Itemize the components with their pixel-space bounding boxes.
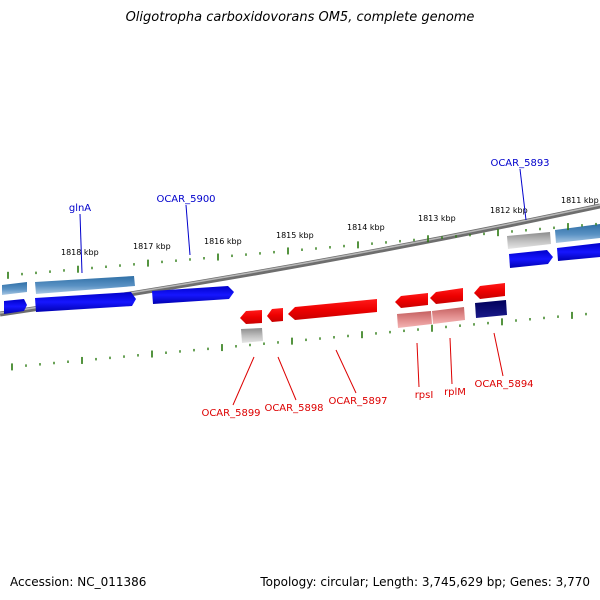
- gene-arrow[interactable]: [35, 292, 136, 312]
- gene-feature[interactable]: [432, 307, 465, 324]
- gene-arrow[interactable]: [4, 299, 27, 314]
- gene-arrow[interactable]: [267, 308, 283, 322]
- callout-line: [416, 342, 420, 388]
- gene-feature[interactable]: [475, 300, 507, 318]
- gene-label[interactable]: OCAR_5900: [156, 194, 215, 205]
- callout-line: [493, 332, 504, 377]
- callout-line: [519, 168, 527, 221]
- gene-feature[interactable]: [397, 311, 432, 328]
- callout-line: [449, 337, 453, 385]
- tick-label: 1818 kbp: [61, 248, 99, 257]
- map-title: Oligotropha carboxidovorans OM5, complet…: [125, 10, 475, 25]
- accession-label: Accession: NC_011386: [10, 575, 147, 589]
- tick-label: 1814 kbp: [347, 223, 385, 232]
- gene-feature[interactable]: [555, 224, 600, 243]
- gene-arrow[interactable]: [288, 299, 377, 320]
- scale-ruler-lower: [11, 311, 587, 371]
- scale-ruler-upper: [7, 222, 597, 279]
- gene-arrow[interactable]: [474, 283, 505, 299]
- tick-label: 1811 kbp: [561, 196, 599, 205]
- gene-label[interactable]: OCAR_5899: [201, 408, 260, 419]
- gene-arrow[interactable]: [557, 243, 600, 261]
- gene-label[interactable]: OCAR_5893: [490, 158, 549, 169]
- gene-arrow[interactable]: [509, 250, 553, 268]
- genome-summary: Topology: circular; Length: 3,745,629 bp…: [260, 575, 590, 589]
- tick-label: 1816 kbp: [204, 237, 242, 246]
- gene-feature[interactable]: [241, 328, 263, 343]
- tick-label: 1815 kbp: [276, 231, 314, 240]
- callout-line: [277, 356, 297, 401]
- gene-feature[interactable]: [507, 232, 551, 249]
- gene-arrow[interactable]: [152, 286, 234, 304]
- gene-label[interactable]: rplM: [444, 387, 466, 398]
- callout-line: [232, 356, 255, 406]
- gene-feature[interactable]: [35, 276, 135, 294]
- tick-label: 1812 kbp: [490, 206, 528, 215]
- gene-arrow[interactable]: [430, 288, 463, 304]
- gene-label[interactable]: glnA: [69, 203, 91, 214]
- gene-label[interactable]: rpsI: [415, 390, 434, 401]
- gene-label[interactable]: OCAR_5898: [264, 403, 323, 414]
- tick-label: 1813 kbp: [418, 214, 456, 223]
- gene-callouts: glnA OCAR_5900 OCAR_5893 OCAR_5899 OCAR_5898…: [69, 158, 550, 419]
- gene-label[interactable]: OCAR_5894: [474, 379, 533, 390]
- tick-label: 1817 kbp: [133, 242, 171, 251]
- gene-arrow[interactable]: [240, 310, 262, 324]
- gene-feature[interactable]: [2, 282, 27, 295]
- gene-arrow[interactable]: [395, 293, 428, 308]
- reverse-strand-features: [240, 283, 507, 343]
- callout-line: [79, 213, 83, 274]
- gene-label[interactable]: OCAR_5897: [328, 396, 387, 407]
- callout-line: [185, 204, 191, 256]
- forward-strand-features: [2, 224, 600, 314]
- scale-tick-labels: 1818 kbp 1817 kbp 1816 kbp 1815 kbp 1814 kbp…: [61, 196, 599, 257]
- callout-line: [335, 349, 357, 394]
